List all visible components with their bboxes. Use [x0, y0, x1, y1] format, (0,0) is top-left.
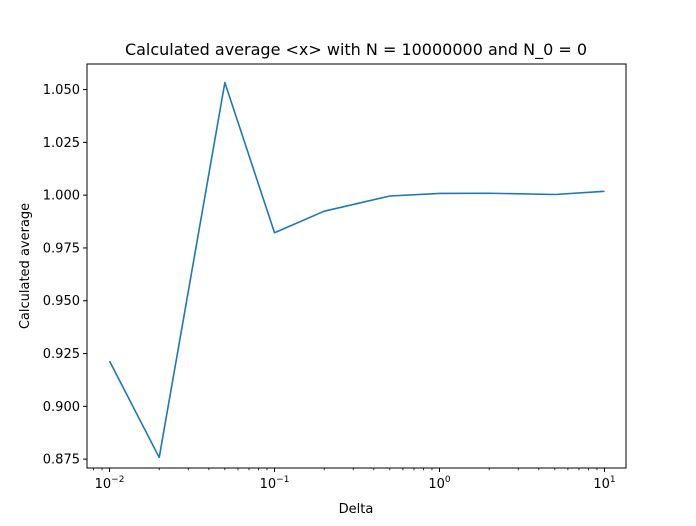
y-tick-label: 0.950: [43, 294, 80, 309]
x-axis-label: Delta: [339, 502, 374, 517]
y-tick-label: 1.025: [43, 136, 80, 151]
x-tick-label: 101: [593, 475, 615, 492]
x-tick-label: 10−2: [95, 475, 125, 492]
chart-title: Calculated average <x> with N = 10000000…: [125, 40, 587, 60]
y-axis-label: Calculated average: [18, 203, 33, 329]
y-tick-label: 0.900: [43, 400, 80, 415]
series-line: [108, 81, 605, 459]
x-axis: 10−2 10−1 100 101: [93, 468, 616, 492]
plot-area: [108, 81, 605, 459]
x-tick-label: 100: [428, 475, 451, 492]
y-axis: 0.875 0.900 0.925 0.950 0.975 1.000 1.025 1.050: [43, 83, 87, 468]
plot-frame: [86, 63, 627, 469]
x-tick-label: 10−1: [260, 475, 290, 492]
y-tick-label: 1.000: [43, 189, 80, 204]
y-tick-label: 0.875: [43, 453, 80, 468]
y-tick-label: 0.925: [43, 347, 80, 362]
y-tick-label: 1.050: [43, 83, 80, 98]
y-tick-label: 0.975: [43, 241, 80, 256]
